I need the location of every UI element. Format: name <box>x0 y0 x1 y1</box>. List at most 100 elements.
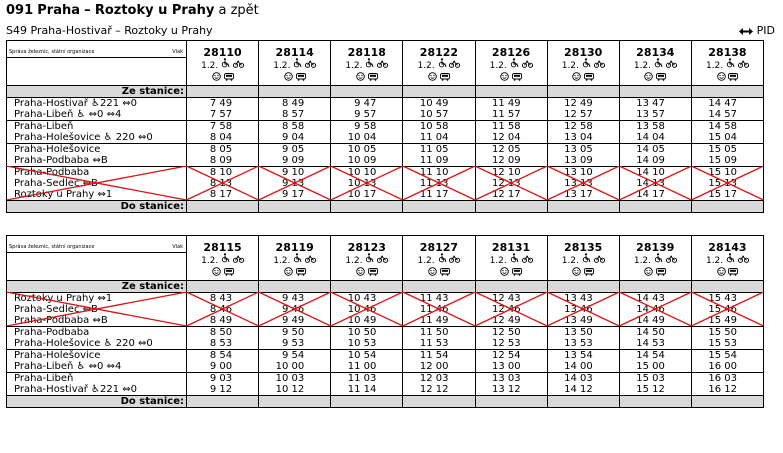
wheelchair-icon <box>726 252 735 267</box>
departure-time: 13 05 <box>546 142 620 155</box>
grey-cell <box>546 394 620 408</box>
departure-time: 8 50 <box>185 325 260 338</box>
departure-time: 10 53 <box>330 337 404 350</box>
operator-cell: Správa železnic, státní organizace Vlak <box>6 235 187 253</box>
departure-time: 15 12 <box>618 383 692 396</box>
station-row: Praha-Sedlec ⇔B 8 46 9 46 10 46 11 46 12 46 13… <box>6 303 765 315</box>
station-name: Praha-Holešovice ♿ 220 ⇔0 <box>6 337 187 350</box>
train-icons <box>185 71 260 86</box>
operator-label: Správa železnic, státní organizace <box>9 244 95 250</box>
service-days: 1.2. <box>345 255 363 266</box>
grey-cell <box>546 279 620 293</box>
departure-time: 12 04 <box>474 131 548 144</box>
grey-cell <box>402 199 476 213</box>
departure-time: 10 17 <box>330 188 404 201</box>
wheelchair-icon <box>365 252 374 267</box>
departure-time: 13 09 <box>546 154 620 167</box>
grey-cell <box>185 199 260 213</box>
pid-text: PID <box>756 24 775 37</box>
service-days: 1.2. <box>417 255 435 266</box>
departure-time: 10 46 <box>330 303 404 315</box>
service-days: 1.2. <box>705 255 724 266</box>
departure-time: 14 43 <box>618 291 692 304</box>
train-icon <box>656 72 667 85</box>
train-attributes: 1.2. <box>546 252 620 267</box>
departure-time: 14 05 <box>618 142 692 155</box>
train-header-row: Správa železnic, státní organizace Vlak 28… <box>6 40 765 58</box>
departure-time: 12 54 <box>474 348 548 361</box>
departure-time: 15 03 <box>618 371 692 384</box>
info-icon <box>211 266 221 280</box>
station-row: Praha-Holešovice ♿ 220 ⇔0 8 53 9 53 10 53 11… <box>6 337 765 350</box>
train-attributes: 1.2. <box>330 252 404 267</box>
service-days: 1.2. <box>561 255 579 266</box>
grey-cell <box>474 199 548 213</box>
service-days: 1.2. <box>201 60 219 71</box>
departure-time: 13 58 <box>618 119 692 132</box>
grey-cell <box>330 199 404 213</box>
departure-time: 10 00 <box>258 360 332 373</box>
departure-time: 14 03 <box>546 371 620 384</box>
train-icons <box>546 266 620 281</box>
departure-time: 14 13 <box>618 177 692 189</box>
train-icon <box>367 267 378 280</box>
station-name: Praha-Libeň <box>6 119 187 132</box>
departure-time: 9 50 <box>258 325 332 338</box>
station-name: Praha-Holešovice <box>6 348 187 361</box>
departure-time: 10 49 <box>402 96 476 109</box>
train-icons <box>402 266 476 281</box>
departure-time: 9 12 <box>185 383 260 396</box>
info-icon <box>500 266 509 280</box>
departure-time: 15 46 <box>690 303 765 315</box>
train-number: 28114 <box>258 40 332 58</box>
grey-cell <box>330 84 404 98</box>
train-icons <box>474 71 548 86</box>
to-station-row: Do stanice: <box>6 199 765 213</box>
wheelchair-icon <box>510 57 519 72</box>
info-icon <box>356 266 365 280</box>
departure-time: 13 54 <box>546 348 620 361</box>
departure-time: 16 00 <box>690 360 765 373</box>
departure-time: 15 00 <box>618 360 692 373</box>
departure-time: 11 54 <box>402 348 476 361</box>
departure-time: 9 43 <box>258 291 332 304</box>
departure-time: 8 49 <box>258 96 332 109</box>
station-name: Praha-Libeň <box>6 371 187 384</box>
from-station-row: Ze stanice: <box>6 84 765 98</box>
train-number: 28115 <box>185 235 260 253</box>
info-icon <box>211 71 221 85</box>
train-attributes: 1.2. <box>690 57 765 72</box>
departure-time: 15 50 <box>690 325 765 338</box>
train-icon <box>656 267 667 280</box>
departure-time: 15 04 <box>690 131 765 144</box>
departure-time: 8 46 <box>185 303 260 315</box>
train-icon <box>584 267 595 280</box>
bicycle-icon <box>593 60 605 72</box>
station-name: Praha-Holešovice <box>6 142 187 155</box>
train-column-label: Vlak <box>172 244 183 250</box>
departure-time: 14 00 <box>546 360 620 373</box>
info-icon <box>284 71 293 85</box>
departure-time: 10 13 <box>330 177 404 189</box>
station-row: Praha-Libeň ♿ ⇔0 ⇔4 9 00 10 00 11 00 12 00 13… <box>6 360 765 373</box>
train-icon <box>223 72 234 85</box>
bicycle-icon <box>377 60 389 72</box>
bicycle-icon <box>593 255 605 267</box>
service-days: 1.2. <box>633 255 652 266</box>
bicycle-icon <box>305 60 317 72</box>
departure-time: 8 58 <box>258 119 332 132</box>
departure-time: 10 49 <box>330 314 404 327</box>
train-icons <box>474 266 548 281</box>
timetable-outbound: Správa železnic, státní organizace Vlak 28… <box>6 40 765 213</box>
station-row: Praha-Podbaba ⇔B 8 09 9 09 10 09 11 09 12 09 1… <box>6 154 765 167</box>
wheelchair-icon <box>221 252 230 267</box>
wheelchair-icon <box>438 57 447 72</box>
departure-time: 11 04 <box>402 131 476 144</box>
station-row: Praha-Hostivař ♿221 ⇔0 9 12 10 12 11 14 12 1… <box>6 383 765 396</box>
train-number: 28110 <box>185 40 260 58</box>
departure-time: 12 57 <box>546 108 620 121</box>
departure-time: 8 53 <box>185 337 260 350</box>
departure-time: 8 57 <box>258 108 332 121</box>
info-icon <box>716 71 726 85</box>
operator-cell: Správa železnic, státní organizace Vlak <box>6 40 187 58</box>
